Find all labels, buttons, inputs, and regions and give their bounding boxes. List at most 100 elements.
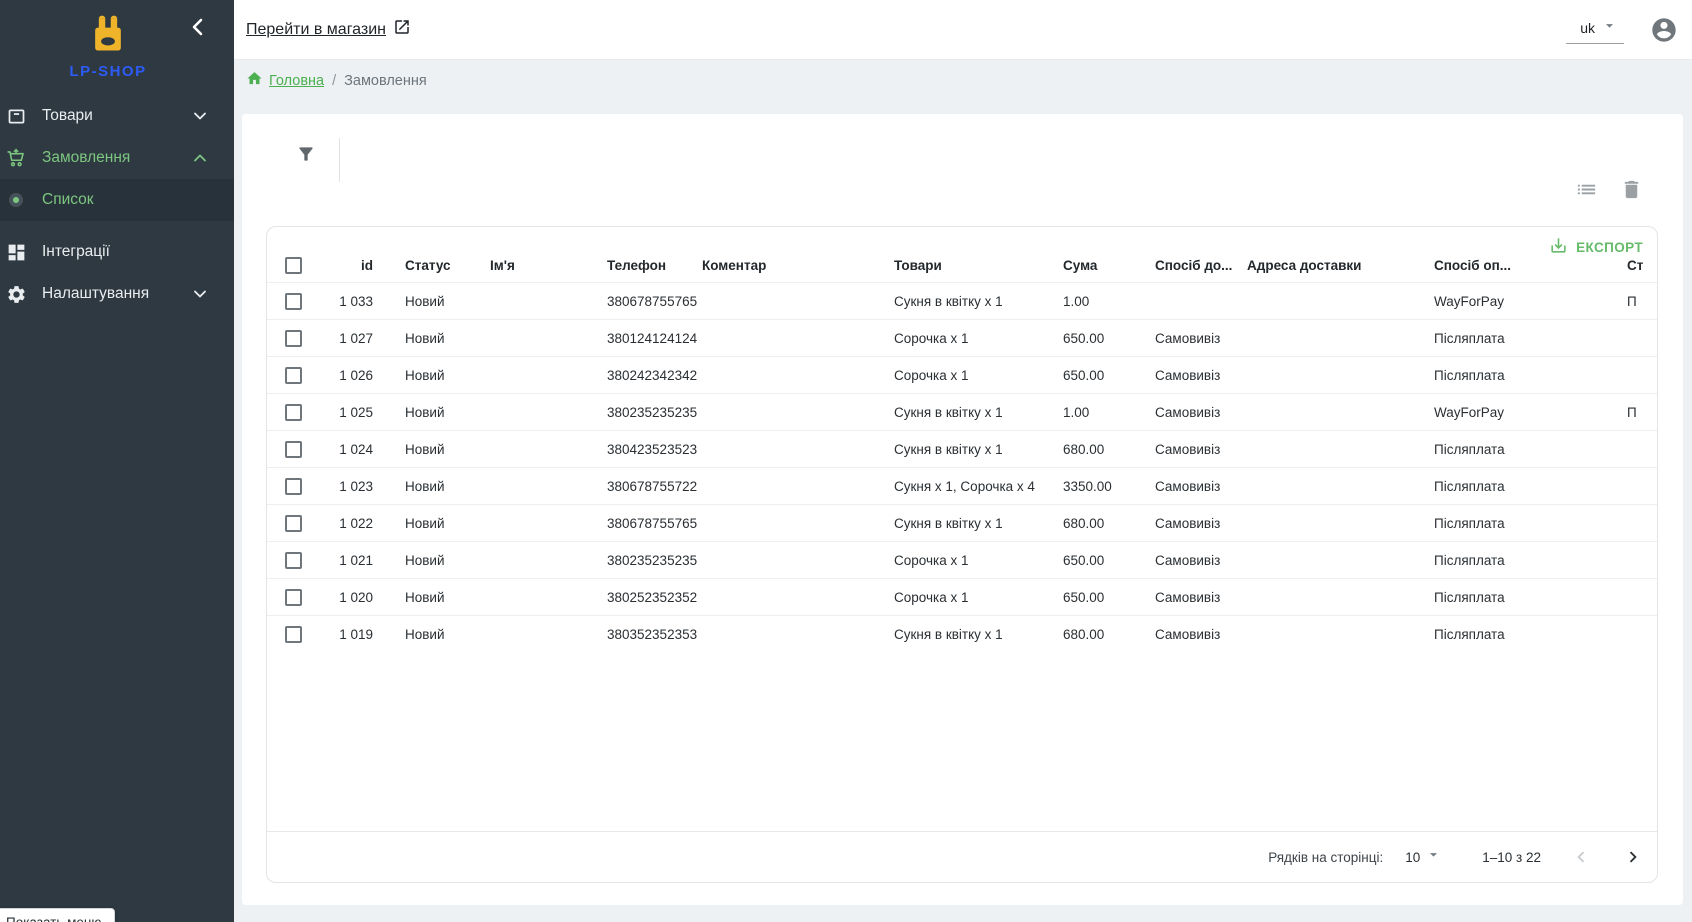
cell-products: Сорочка x 1 <box>894 578 1063 616</box>
select-all-checkbox[interactable] <box>285 257 302 274</box>
cell-name <box>490 393 607 431</box>
cell-delivery: Самовивіз <box>1155 356 1247 394</box>
logo-text: LP-SHOP <box>69 63 147 80</box>
cell-sum: 650.00 <box>1063 356 1155 394</box>
row-checkbox[interactable] <box>285 403 302 421</box>
trash-icon[interactable] <box>1620 178 1643 201</box>
row-checkbox[interactable] <box>285 588 302 606</box>
cell-comment <box>702 578 894 616</box>
sidebar-item-label: Інтеграції <box>42 243 110 260</box>
row-select-cell <box>267 430 319 468</box>
cell-comment <box>702 356 894 394</box>
row-checkbox[interactable] <box>285 514 302 532</box>
go-to-store-link[interactable]: Перейти в магазин <box>246 18 411 41</box>
column-header-sum[interactable]: Сума <box>1063 258 1098 273</box>
export-button[interactable]: ЕКСПОРТ <box>1549 236 1643 258</box>
cell-sum: 680.00 <box>1063 504 1155 542</box>
cell-phone: 380252352352 <box>607 578 702 616</box>
column-header-status[interactable]: Статус <box>405 258 451 273</box>
row-checkbox[interactable] <box>285 477 302 495</box>
cell-pay_status <box>1627 319 1657 357</box>
table-row[interactable]: 1 019 Новий 380352352353 Сукня в квітку x 1… <box>267 615 1657 653</box>
next-page-button[interactable] <box>1621 845 1645 869</box>
language-select[interactable]: uk <box>1566 17 1624 44</box>
logo[interactable]: LP-SHOP <box>0 0 216 80</box>
filter-divider <box>339 138 340 182</box>
cell-sum: 650.00 <box>1063 578 1155 616</box>
cell-address <box>1247 541 1434 579</box>
sidebar-item-integrations[interactable]: Інтеграції <box>0 231 234 273</box>
cell-name <box>490 282 607 320</box>
cell-products: Сукня в квітку x 1 <box>894 430 1063 468</box>
table-row[interactable]: 1 020 Новий 380252352352 Сорочка x 1 650.00 С… <box>267 578 1657 616</box>
cell-phone: 380678755765 <box>607 282 702 320</box>
table-row[interactable]: 1 021 Новий 380235235235 Сорочка x 1 650.00 С… <box>267 541 1657 579</box>
column-header-products[interactable]: Товари <box>894 258 942 273</box>
cell-name <box>490 541 607 579</box>
cell-status: Новий <box>387 467 490 505</box>
cell-address <box>1247 282 1434 320</box>
box-icon <box>4 104 28 128</box>
row-select-cell <box>267 541 319 579</box>
cell-products: Сорочка x 1 <box>894 541 1063 579</box>
row-checkbox[interactable] <box>285 440 302 458</box>
cell-phone: 380678755765 <box>607 504 702 542</box>
column-header-pay_status[interactable]: Ст <box>1627 258 1644 273</box>
table-row[interactable]: 1 033 Новий 380678755765 Сукня в квітку x 1… <box>267 282 1657 320</box>
sidebar-item-products[interactable]: Товари <box>0 95 234 137</box>
cell-payment: Післяплата <box>1434 541 1627 579</box>
cell-comment <box>702 504 894 542</box>
sidebar-item-orders[interactable]: Замовлення <box>0 137 234 179</box>
sidebar-item-settings[interactable]: Налаштування <box>0 273 234 315</box>
collapse-sidebar-button[interactable] <box>186 15 210 39</box>
column-header-delivery[interactable]: Спосіб до... <box>1155 258 1233 273</box>
row-select-cell <box>267 504 319 542</box>
breadcrumb-home-link[interactable]: Головна <box>246 70 324 91</box>
column-header-address[interactable]: Адреса доставки <box>1247 258 1362 273</box>
column-header-phone[interactable]: Телефон <box>607 258 667 273</box>
row-checkbox[interactable] <box>285 366 302 384</box>
row-select-cell <box>267 578 319 616</box>
filter-funnel-icon[interactable] <box>296 144 316 164</box>
row-checkbox[interactable] <box>285 292 302 310</box>
column-header-comment[interactable]: Коментар <box>702 258 767 273</box>
download-icon <box>1549 236 1568 258</box>
cell-delivery: Самовивіз <box>1155 319 1247 357</box>
breadcrumb-current: Замовлення <box>344 72 427 89</box>
table-row[interactable]: 1 024 Новий 380423523523 Сукня в квітку x 1… <box>267 430 1657 468</box>
columns-list-icon[interactable] <box>1575 178 1598 201</box>
column-header-id[interactable]: id <box>361 258 373 273</box>
column-header-name[interactable]: Ім'я <box>490 258 515 273</box>
language-value: uk <box>1580 19 1595 36</box>
cell-status: Новий <box>387 282 490 320</box>
previous-page-button[interactable] <box>1569 845 1593 869</box>
table-row[interactable]: 1 022 Новий 380678755765 Сукня в квітку x 1… <box>267 504 1657 542</box>
chevron-down-icon <box>190 106 210 126</box>
row-select-cell <box>267 615 319 653</box>
cell-phone: 380235235235 <box>607 393 702 431</box>
cell-comment <box>702 319 894 357</box>
cell-payment: WayForPay <box>1434 393 1627 431</box>
table-row[interactable]: 1 023 Новий 380678755722 Сукня x 1, Сорочка… <box>267 467 1657 505</box>
cell-comment <box>702 467 894 505</box>
rows-per-page-select[interactable]: 10 <box>1405 846 1442 868</box>
cell-payment: Післяплата <box>1434 578 1627 616</box>
table-row[interactable]: 1 025 Новий 380235235235 Сукня в квітку x 1… <box>267 393 1657 431</box>
cell-delivery: Самовивіз <box>1155 615 1247 653</box>
cell-status: Новий <box>387 319 490 357</box>
row-checkbox[interactable] <box>285 551 302 569</box>
sidebar-item-orders-list[interactable]: Список <box>0 179 234 221</box>
row-checkbox[interactable] <box>285 625 302 643</box>
cell-phone: 380423523523 <box>607 430 702 468</box>
caret-down-icon <box>1601 17 1618 39</box>
cell-pay_status <box>1627 430 1657 468</box>
table-row[interactable]: 1 027 Новий 380124124124 Сорочка x 1 650.00 С… <box>267 319 1657 357</box>
column-header-payment[interactable]: Спосіб оп... <box>1434 258 1511 273</box>
table-row[interactable]: 1 026 Новий 380242342342 Сорочка x 1 650.00 С… <box>267 356 1657 394</box>
gear-icon <box>4 282 28 306</box>
sidebar-item-label: Товари <box>42 107 93 124</box>
pagination-range: 1–10 з 22 <box>1482 849 1541 865</box>
user-avatar-icon[interactable] <box>1650 16 1678 44</box>
row-checkbox[interactable] <box>285 329 302 347</box>
rows-per-page-label: Рядків на сторінці: <box>1268 849 1384 865</box>
